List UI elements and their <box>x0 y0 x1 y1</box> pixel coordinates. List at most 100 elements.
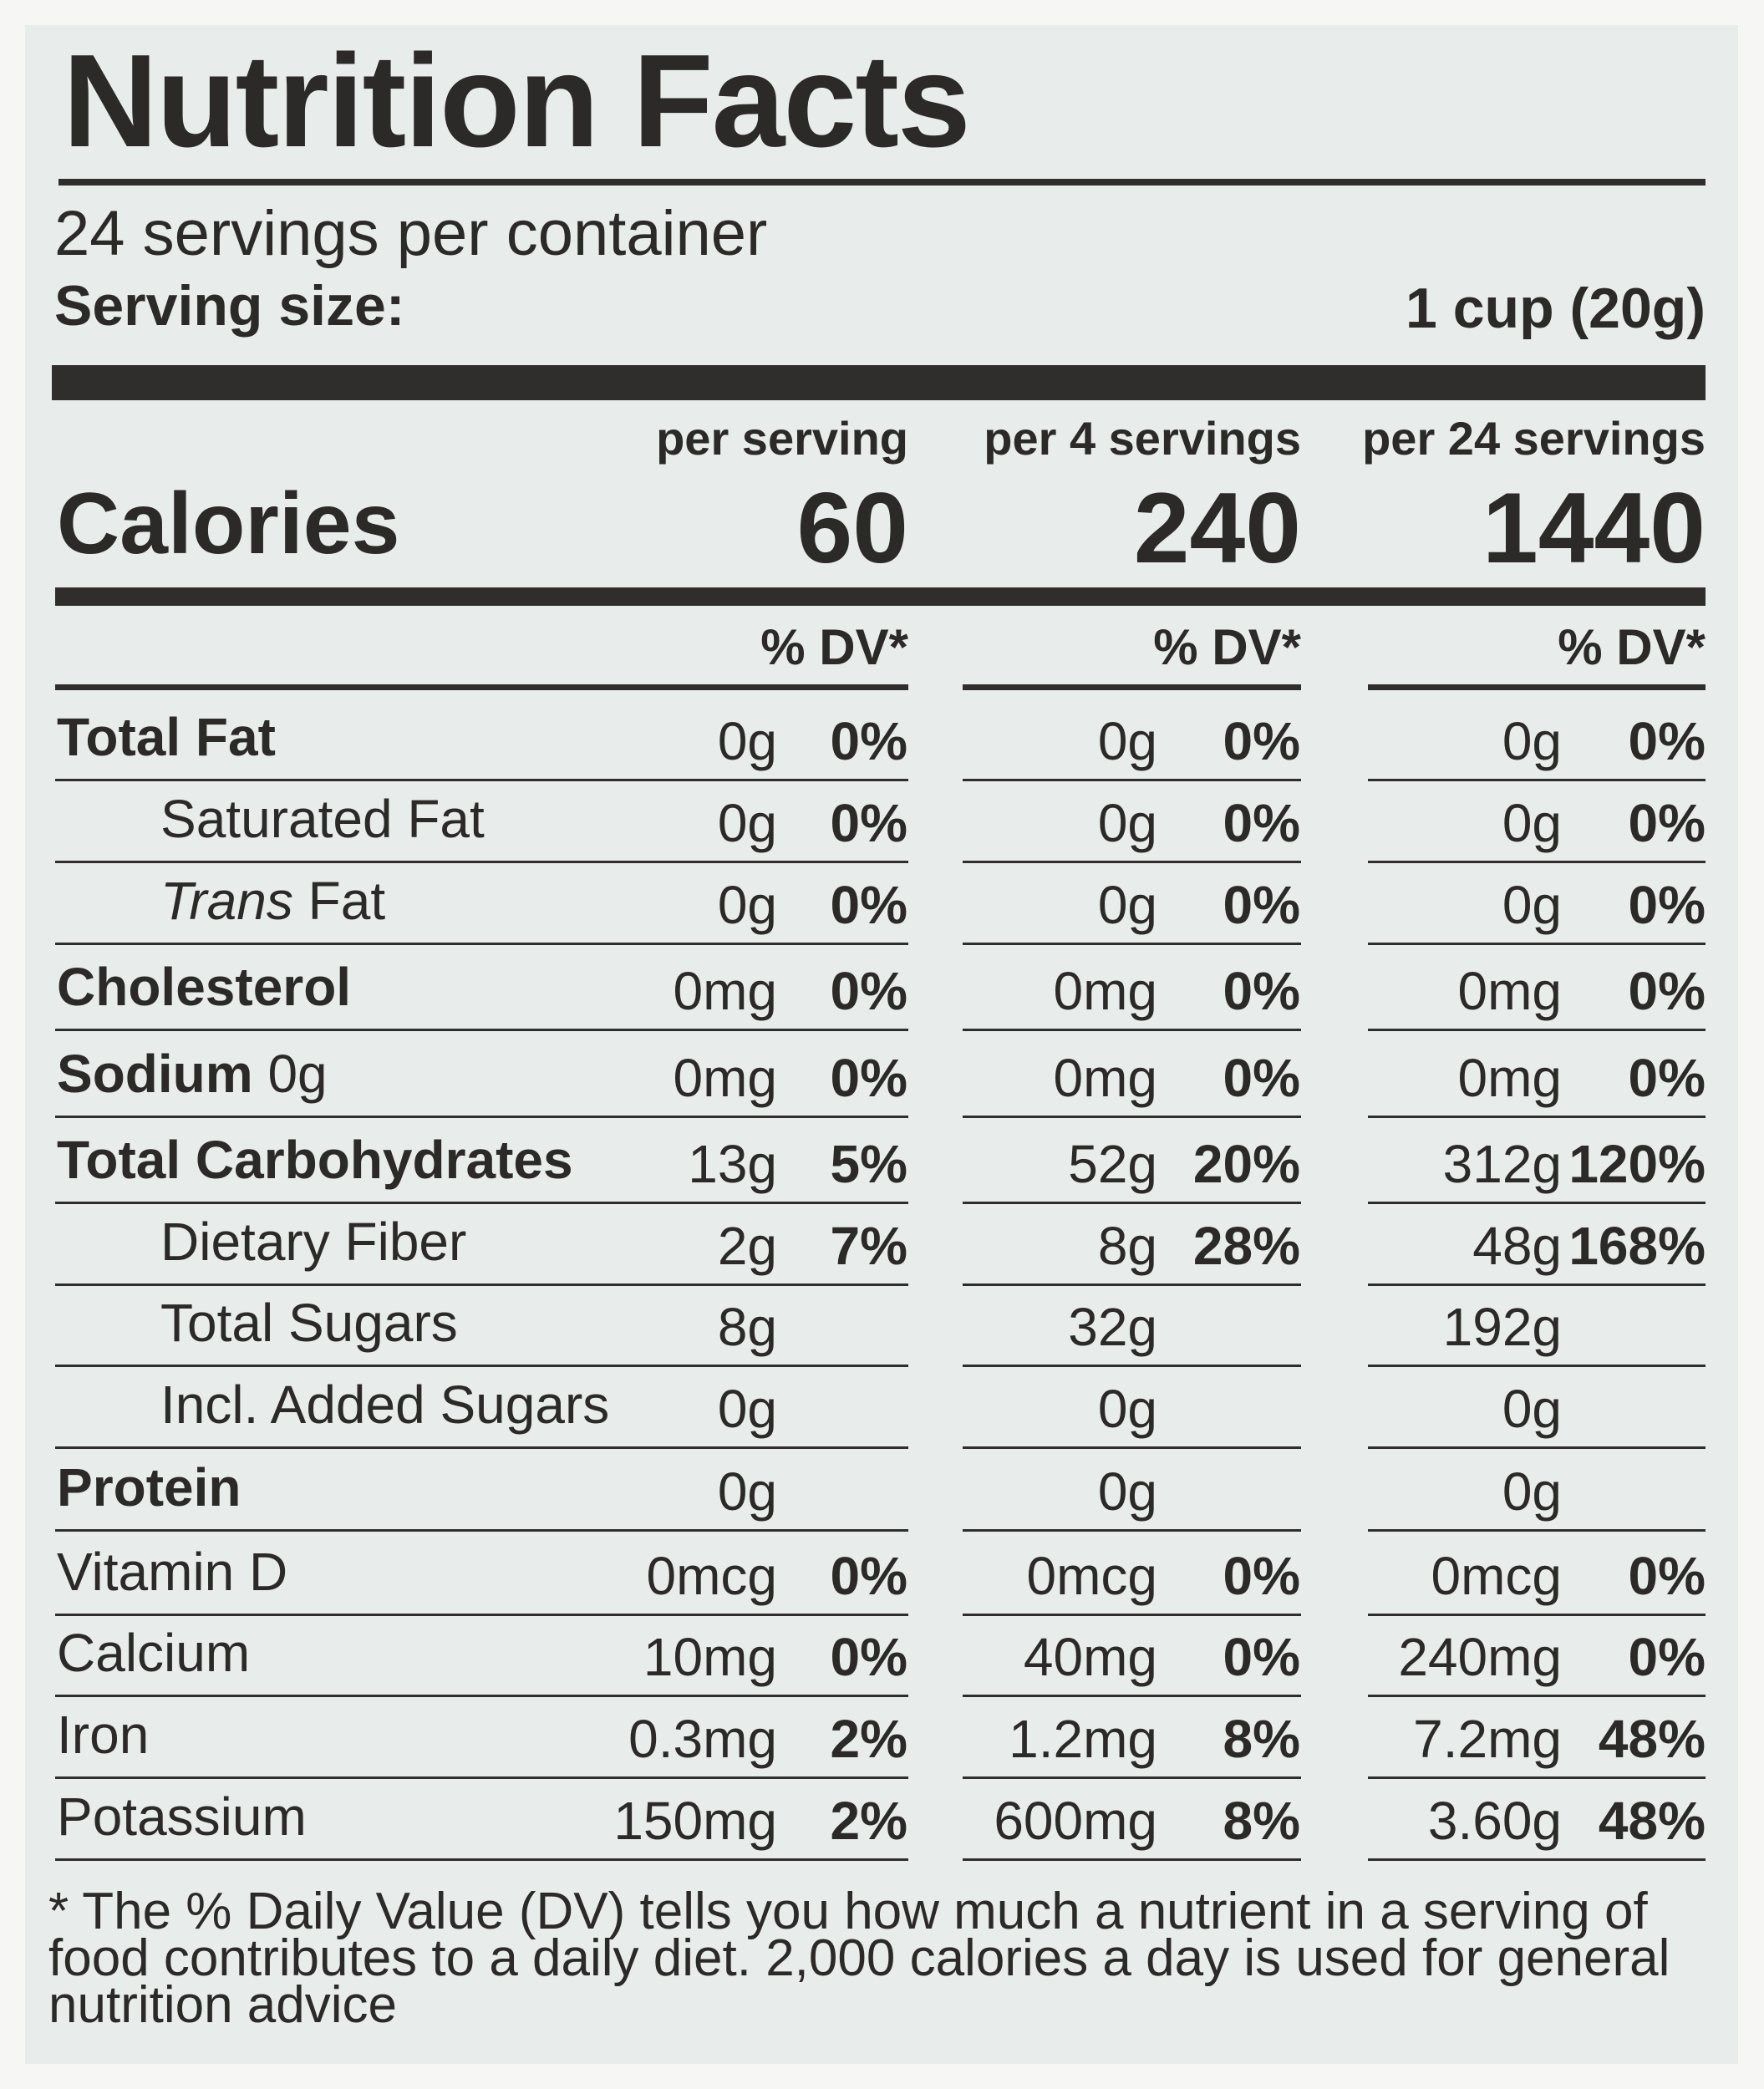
nutrient-dv-percent: 0% <box>1223 793 1301 853</box>
nutrient-amount: 0mg <box>1457 1048 1563 1108</box>
nutrient-amount: 10mg <box>643 1627 777 1687</box>
nutrient-amount: 3.60g <box>1427 1791 1562 1851</box>
nutrient-dv-percent: 0% <box>1223 875 1301 935</box>
nutrient-dv-percent: 8% <box>1223 1791 1301 1851</box>
nutrient-amount: 0.3mg <box>628 1709 777 1769</box>
row-divider <box>1368 1776 1706 1779</box>
row-divider <box>55 1776 908 1779</box>
row-divider <box>55 1202 908 1204</box>
nutrient-dv-percent: 0% <box>830 1048 908 1108</box>
row-divider <box>1368 861 1706 863</box>
nutrient-label: Total Carbohydrates <box>57 1133 573 1187</box>
nutrient-dv-percent: 0% <box>1223 1048 1301 1108</box>
row-divider <box>55 779 908 781</box>
row-divider <box>963 1614 1301 1616</box>
nutrient-amount: 150mg <box>613 1791 777 1851</box>
serving-size-value: 1 cup (20g) <box>1406 277 1706 340</box>
nutrient-amount: 7.2mg <box>1413 1709 1562 1769</box>
row-divider <box>55 943 908 945</box>
nutrient-amount: 0mcg <box>1431 1546 1563 1606</box>
nutrient-name: Incl. Added Sugars <box>160 1375 610 1435</box>
nutrient-amount: 8g <box>1097 1216 1157 1276</box>
nutrient-amount: 0g <box>1502 711 1562 771</box>
nutrient-amount: 0g <box>1097 1379 1157 1439</box>
dv-rule-2 <box>963 684 1301 690</box>
nutrient-dv-percent: 0% <box>1628 961 1706 1021</box>
row-divider <box>963 779 1301 781</box>
nutrient-dv-percent: 168% <box>1568 1216 1706 1276</box>
nutrient-dv-percent: 0% <box>830 1627 908 1687</box>
nutrient-name: Total Fat <box>57 707 276 767</box>
row-divider <box>55 1446 908 1449</box>
nutrient-dv-percent: 0% <box>1628 1048 1706 1108</box>
nutrient-dv-percent: 0% <box>1628 793 1706 853</box>
nutrient-dv-percent: 0% <box>1628 1546 1706 1606</box>
nutrient-name: Total Carbohydrates <box>57 1130 573 1190</box>
nutrient-dv-percent: 0% <box>830 1546 908 1606</box>
dv-heading-1: % DV* <box>760 619 908 675</box>
nutrient-amount: 48g <box>1472 1216 1562 1276</box>
nutrient-label: Total Fat <box>57 710 276 764</box>
calories-value-1: 60 <box>796 472 908 584</box>
nutrient-amount: 32g <box>1068 1297 1157 1357</box>
nutrient-amount: 240mg <box>1398 1627 1562 1687</box>
row-divider <box>963 1202 1301 1204</box>
nutrient-amount: 0mg <box>1053 1048 1158 1108</box>
row-divider <box>55 1614 908 1616</box>
row-divider <box>1368 1446 1706 1449</box>
nutrient-label: Potassium <box>57 1790 307 1843</box>
dv-heading-3: % DV* <box>1558 619 1706 675</box>
nutrient-amount: 0mg <box>1053 961 1158 1021</box>
row-divider <box>1368 1529 1706 1532</box>
nutrient-dv-percent: 0% <box>1628 711 1706 771</box>
nutrient-amount: 0g <box>1502 1379 1562 1439</box>
row-divider <box>55 1858 908 1861</box>
row-divider <box>55 1029 908 1031</box>
row-divider <box>55 1365 908 1367</box>
nutrient-amount: 0g <box>1502 875 1562 935</box>
nutrient-dv-percent: 0% <box>1223 1546 1301 1606</box>
nutrient-dv-percent: 0% <box>1628 1627 1706 1687</box>
nutrient-amount: 40mg <box>1023 1627 1157 1687</box>
row-divider <box>1368 1283 1706 1286</box>
nutrient-amount: 0g <box>1097 793 1157 853</box>
nutrient-dv-percent: 28% <box>1192 1216 1300 1276</box>
nutrient-label: Sodium 0g <box>57 1047 328 1100</box>
nutrient-dv-percent: 0% <box>830 711 908 771</box>
row-divider <box>963 1365 1301 1367</box>
nutrient-label: Calcium <box>57 1626 250 1680</box>
row-divider <box>963 1283 1301 1286</box>
nutrient-name: Dietary Fiber <box>160 1212 467 1272</box>
calories-label: Calories <box>57 475 400 572</box>
nutrient-dv-percent: 0% <box>830 875 908 935</box>
nutrient-dv-percent: 0% <box>1223 961 1301 1021</box>
servings-per-container: 24 servings per container <box>54 198 768 269</box>
nutrient-amount: 0mcg <box>1026 1546 1158 1606</box>
title-rule <box>58 179 1706 186</box>
nutrient-dv-percent: 120% <box>1568 1134 1706 1194</box>
row-divider <box>963 1858 1301 1861</box>
nutrient-dv-percent: 0% <box>1223 1627 1301 1687</box>
nutrient-label: Protein <box>57 1461 241 1514</box>
nutrient-name-suffix: 0g <box>252 1044 328 1104</box>
dv-rule-3 <box>1368 684 1706 690</box>
nutrient-amount: 0g <box>717 711 777 771</box>
nutrient-name: Protein <box>57 1457 241 1517</box>
nutrient-amount: 0g <box>1097 711 1157 771</box>
row-divider <box>55 861 908 863</box>
dv-heading-2: % DV* <box>1153 619 1301 675</box>
nutrient-label: Total Sugars <box>160 1296 458 1349</box>
nutrient-dv-percent: 0% <box>1223 711 1301 771</box>
nutrient-name: Iron <box>57 1705 150 1765</box>
row-divider <box>963 1116 1301 1118</box>
nutrient-name: Sodium <box>57 1044 253 1104</box>
row-divider <box>1368 1695 1706 1697</box>
nutrient-name: Calcium <box>57 1623 251 1683</box>
dv-rule-1 <box>55 684 908 690</box>
nutrient-name: Potassium <box>57 1787 307 1847</box>
row-divider <box>55 1695 908 1697</box>
nutrient-label: Saturated Fat <box>160 792 485 846</box>
row-divider <box>963 861 1301 863</box>
nutrient-dv-percent: 0% <box>830 961 908 1021</box>
row-divider <box>1368 1116 1706 1118</box>
